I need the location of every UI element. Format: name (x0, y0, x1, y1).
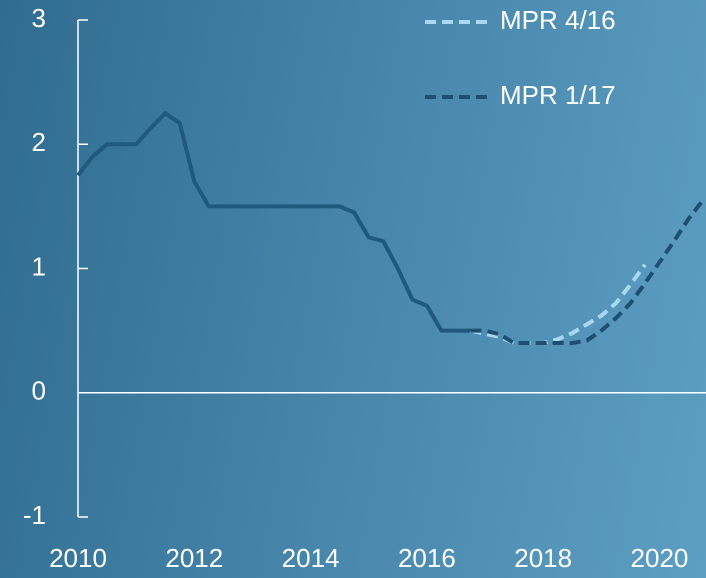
x-tick-label: 2020 (631, 543, 689, 573)
x-tick-label: 2018 (514, 543, 572, 573)
y-tick-label: 0 (32, 376, 46, 406)
x-tick-label: 2014 (282, 543, 340, 573)
x-tick-label: 2010 (49, 543, 107, 573)
y-tick-label: 1 (32, 251, 46, 281)
y-tick-label: 2 (32, 127, 46, 157)
legend-label: MPR 4/16 (500, 5, 616, 35)
legend-label: MPR 1/17 (500, 80, 616, 110)
y-tick-label: 3 (32, 3, 46, 33)
series-line (76, 111, 471, 333)
x-tick-label: 2012 (165, 543, 223, 573)
series-line (470, 198, 705, 346)
y-tick-label: -1 (23, 500, 46, 530)
series-line (470, 263, 647, 346)
x-tick-label: 2016 (398, 543, 456, 573)
